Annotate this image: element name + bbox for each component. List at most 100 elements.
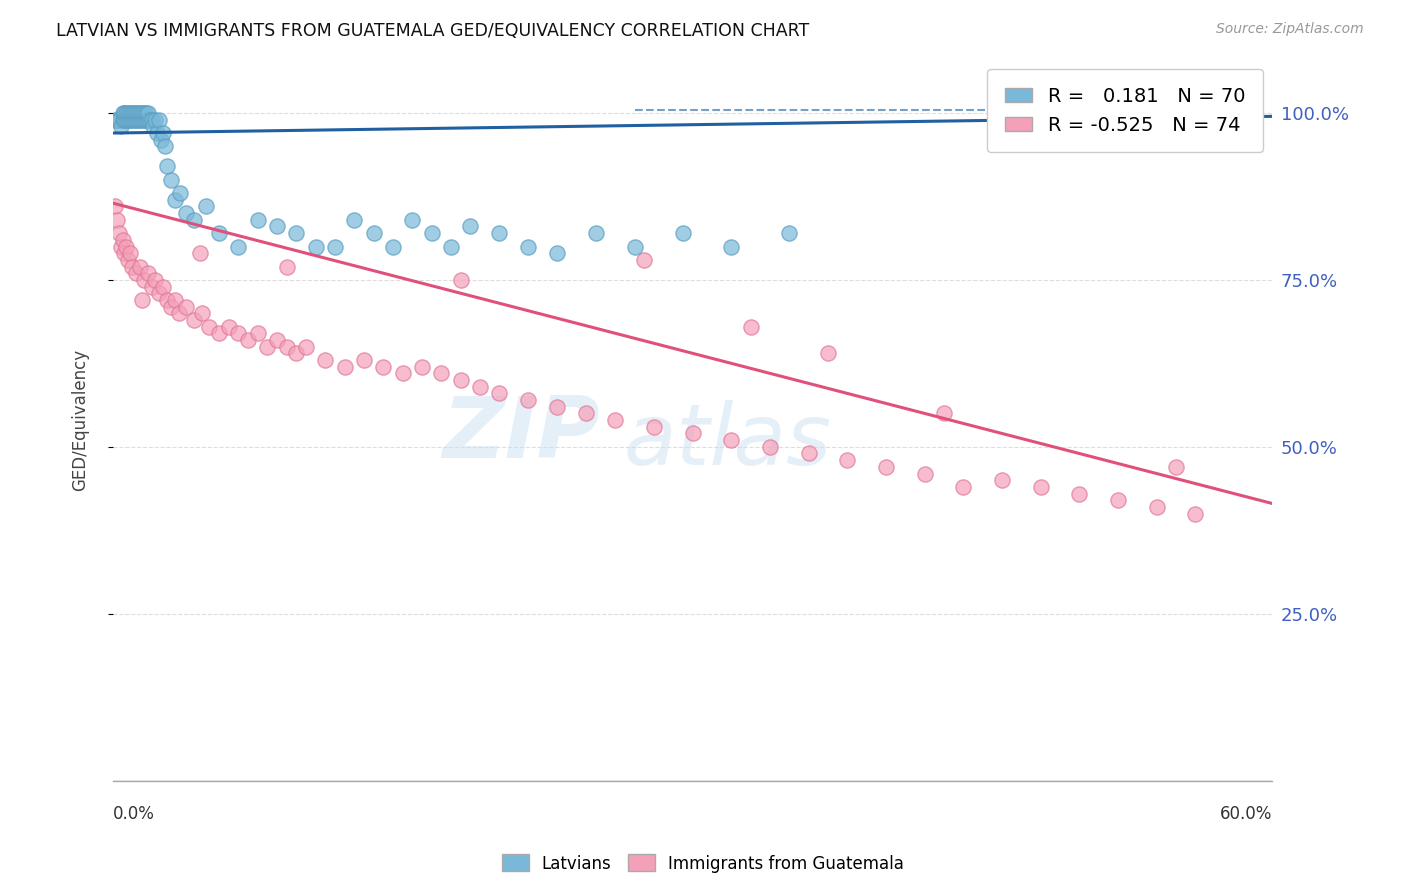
Point [720, 239, 742, 253]
Point [333, 359, 356, 374]
Point [411, 359, 433, 374]
Point [122, 106, 145, 120]
Point [932, 406, 955, 420]
Point [127, 106, 149, 120]
Point [107, 112, 129, 127]
Point [174, 300, 197, 314]
Point [363, 226, 385, 240]
Point [546, 246, 568, 260]
Text: atlas: atlas [623, 401, 831, 483]
Point [228, 239, 250, 253]
Text: LATVIAN VS IMMIGRANTS FROM GUATEMALA GED/EQUIVALENCY CORRELATION CHART: LATVIAN VS IMMIGRANTS FROM GUATEMALA GED… [56, 22, 810, 40]
Point [246, 212, 269, 227]
Point [105, 212, 128, 227]
Text: 0.0%: 0.0% [112, 805, 155, 823]
Point [672, 226, 695, 240]
Point [104, 112, 127, 127]
Point [190, 306, 212, 320]
Point [127, 112, 149, 127]
Point [152, 279, 174, 293]
Point [323, 239, 346, 253]
Point [517, 239, 540, 253]
Point [236, 333, 259, 347]
Point [420, 226, 443, 240]
Point [174, 206, 197, 220]
Point [160, 173, 183, 187]
Point [546, 400, 568, 414]
Point [136, 266, 159, 280]
Text: 60.0%: 60.0% [1220, 805, 1272, 823]
Point [266, 219, 288, 234]
Point [117, 252, 139, 267]
Point [183, 212, 205, 227]
Point [740, 319, 762, 334]
Point [285, 226, 308, 240]
Point [129, 260, 152, 274]
Text: Source: ZipAtlas.com: Source: ZipAtlas.com [1216, 22, 1364, 37]
Point [145, 112, 167, 127]
Point [120, 112, 142, 127]
Point [115, 112, 138, 127]
Point [623, 239, 645, 253]
Point [401, 212, 423, 227]
Point [114, 106, 136, 120]
Point [460, 219, 482, 234]
Point [125, 112, 148, 127]
Point [353, 353, 375, 368]
Point [797, 446, 820, 460]
Point [129, 106, 152, 120]
Point [121, 106, 143, 120]
Point [914, 467, 936, 481]
Point [121, 260, 143, 274]
Point [188, 246, 211, 260]
Point [1164, 459, 1187, 474]
Point [115, 239, 138, 253]
Point [382, 239, 405, 253]
Point [156, 160, 179, 174]
Point [135, 106, 157, 120]
Point [391, 367, 413, 381]
Point [440, 239, 463, 253]
Point [643, 419, 665, 434]
Point [266, 333, 288, 347]
Point [156, 293, 179, 307]
Point [450, 373, 472, 387]
Point [450, 273, 472, 287]
Legend: R =   0.181   N = 70, R = -0.525   N = 74: R = 0.181 N = 70, R = -0.525 N = 74 [987, 70, 1263, 152]
Point [488, 386, 510, 401]
Point [146, 126, 169, 140]
Point [117, 112, 139, 127]
Point [114, 112, 136, 127]
Point [120, 106, 142, 120]
Point [208, 326, 231, 341]
Point [150, 133, 173, 147]
Point [314, 353, 336, 368]
Point [208, 226, 231, 240]
Point [256, 340, 278, 354]
Point [163, 193, 186, 207]
Point [198, 319, 221, 334]
Point [430, 367, 453, 381]
Point [160, 300, 183, 314]
Point [117, 106, 139, 120]
Point [276, 340, 298, 354]
Point [575, 406, 598, 420]
Point [373, 359, 395, 374]
Point [778, 226, 800, 240]
Point [285, 346, 308, 360]
Text: ZIP: ZIP [443, 393, 600, 476]
Point [633, 252, 655, 267]
Point [183, 313, 205, 327]
Point [837, 453, 859, 467]
Point [145, 273, 167, 287]
Y-axis label: GED/Equivalency: GED/Equivalency [72, 349, 89, 491]
Point [115, 106, 138, 120]
Point [131, 293, 153, 307]
Point [1029, 480, 1052, 494]
Point [194, 199, 217, 213]
Point [105, 112, 128, 127]
Point [759, 440, 782, 454]
Point [875, 459, 897, 474]
Point [141, 279, 163, 293]
Point [138, 112, 160, 127]
